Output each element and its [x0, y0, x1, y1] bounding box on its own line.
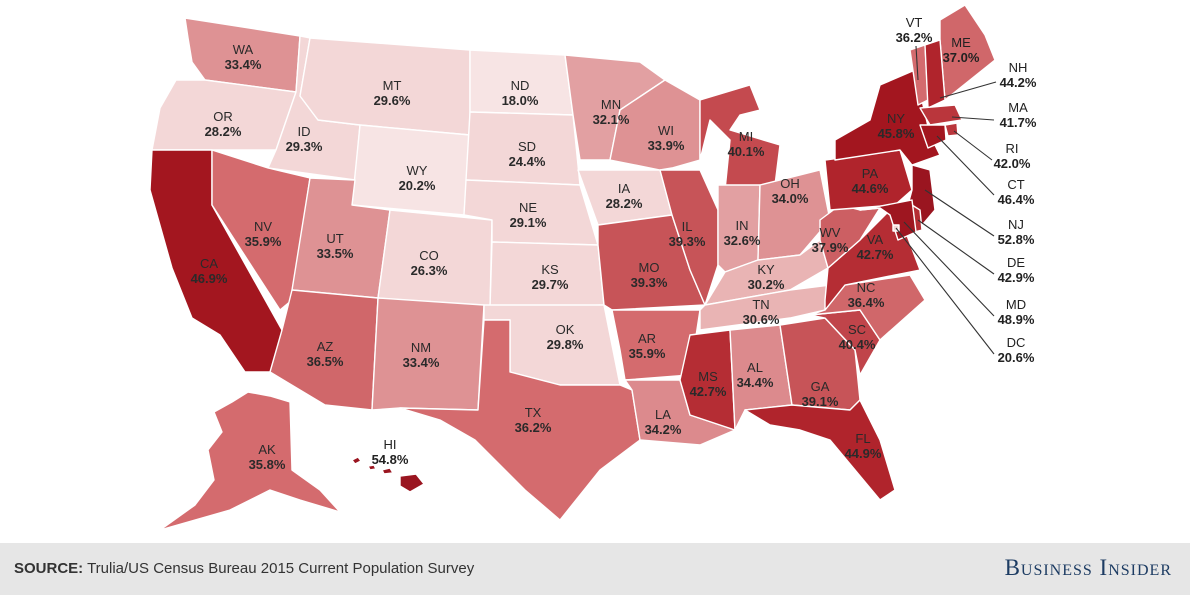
source-text: Trulia/US Census Bureau 2015 Current Pop… [83, 560, 475, 577]
us-map: WA 33.4% OR 28.2% CA 46.9% ID 29.3% NV 35.9% MT 29.… [149, 4, 1037, 531]
footer-bar: SOURCE: Trulia/US Census Bureau 2015 Cur… [0, 543, 1190, 595]
state-shape-me [939, 4, 996, 101]
leader-line-md [903, 221, 995, 317]
state-shape-md [859, 199, 917, 241]
source-key: SOURCE: [14, 560, 84, 577]
leader-line-nh [939, 81, 997, 99]
state-shape-az [269, 289, 379, 411]
leader-line-ri [953, 130, 993, 161]
state-shape-oh [757, 169, 831, 261]
leader-line-vt [915, 45, 919, 81]
state-shape-in [717, 184, 761, 273]
state-shape-ar [611, 309, 701, 381]
leader-line-dc [895, 227, 995, 355]
us-map-shapes [149, 4, 997, 531]
state-shape-mi [699, 84, 781, 191]
state-shape-ct [919, 124, 947, 149]
state-shape-ms [679, 329, 736, 431]
state-shape-ak [159, 391, 341, 531]
state-shape-hi [351, 456, 425, 493]
state-shape-tx [399, 319, 641, 521]
state-shape-ks [489, 241, 605, 309]
state-shape-sd [465, 111, 581, 186]
state-shape-nh [924, 39, 946, 109]
state-shape-fl [744, 399, 896, 501]
leader-line-ct [936, 135, 995, 196]
leader-line-ma [951, 116, 995, 121]
state-shape-il [659, 169, 719, 306]
source-note: SOURCE: Trulia/US Census Bureau 2015 Cur… [14, 560, 474, 577]
state-shape-nm [371, 297, 485, 411]
leader-line-de [917, 219, 995, 275]
state-shape-wy [351, 124, 471, 216]
state-shape-or [151, 79, 297, 151]
business-insider-logo: Business Insider [1004, 555, 1172, 580]
leader-line-nj [924, 189, 995, 237]
state-shape-tn [699, 284, 831, 331]
state-shape-wi [609, 79, 701, 171]
state-shape-ri [944, 122, 959, 137]
state-shape-mt [299, 37, 471, 136]
state-shape-ma [919, 104, 963, 126]
state-shape-co [377, 209, 493, 309]
state-shape-nd [469, 49, 574, 116]
